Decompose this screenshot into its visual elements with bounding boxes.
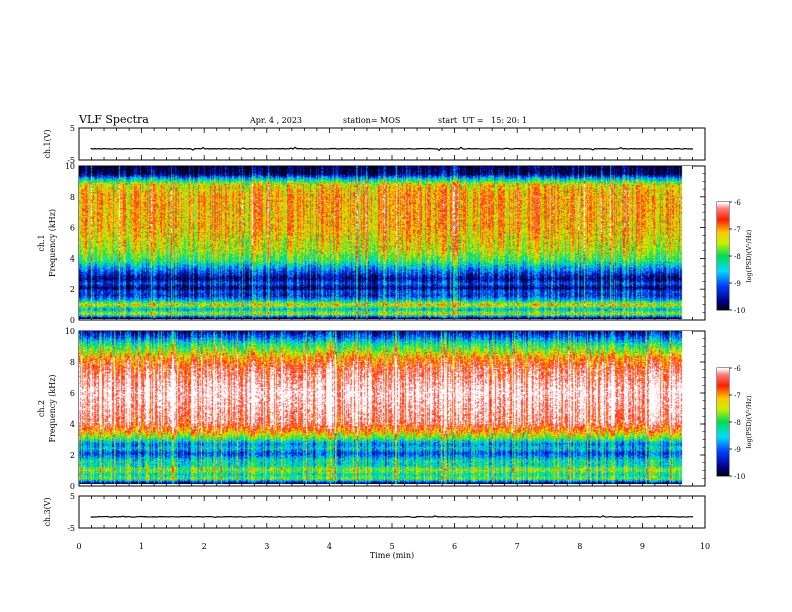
- ch1-spectrogram-colorbar-tick-label: -7: [734, 226, 741, 234]
- ch3-waveform-xtick-label: 2: [202, 542, 207, 551]
- ch2-spectrogram-colorbar-label: log(PSD)(V²/Hz): [745, 395, 753, 448]
- ch3-waveform-xtick-label: 4: [327, 542, 332, 551]
- ch3-waveform-ylabel: ch.3(V): [43, 497, 52, 526]
- figure-title: VLF Spectra: [79, 113, 149, 126]
- ch1-spectrogram-ytick-label: 6: [70, 224, 75, 233]
- ch2-spectrogram-colorbar-tick-label: -9: [734, 446, 741, 454]
- ch1-waveform-ytick-label: 5: [70, 124, 75, 133]
- ch1-spectrogram-ylabel-frequency: Frequency (kHz): [48, 209, 57, 277]
- ch2-spectrogram-ytick-label: 4: [70, 420, 75, 429]
- ch2-spectrogram-ytick-label: 6: [70, 389, 75, 398]
- ch1-spectrogram-colorbar-label: log(PSD)(V²/Hz): [745, 229, 753, 282]
- ch1-spectrogram-ytick-label: 8: [70, 193, 75, 202]
- ch1-waveform-ylabel: ch.1(V): [43, 129, 52, 158]
- ch1-spectrogram-ylabel-channel: ch.1: [37, 234, 46, 251]
- ch3-waveform-xtick-label: 8: [577, 542, 582, 551]
- ch1-spectrogram-colorbar-tick-label: -9: [734, 280, 741, 288]
- ch1-colorbar: [717, 202, 729, 310]
- ch2-spectrogram-ytick-label: 8: [70, 358, 75, 367]
- ch2-spectrogram-colorbar-tick-label: -10: [734, 473, 745, 481]
- ch2-spectrogram-ylabel-channel: ch.2: [37, 400, 46, 417]
- ch2-spectrogram-image: [79, 331, 692, 484]
- ch2-spectrogram-ytick-label: 10: [65, 327, 75, 336]
- ch1-waveform-trace: [90, 146, 694, 151]
- ch3-waveform-xtick-label: 5: [389, 542, 394, 551]
- ch2-spectrogram-ytick-label: 2: [70, 451, 75, 460]
- ch1-spectrogram-colorbar-tick-label: -8: [734, 253, 741, 261]
- ch3-waveform-xtick-label: 6: [452, 542, 457, 551]
- ch2-colorbar: [717, 368, 729, 476]
- ch3-waveform-xtick-label: 0: [76, 542, 81, 551]
- ch3-waveform-ytick-label: 5: [70, 492, 75, 501]
- ch1-spectrogram-colorbar-tick-label: -10: [734, 307, 745, 315]
- ch2-spectrogram-ytick-label: 0: [70, 482, 75, 491]
- ch2-spectrogram-colorbar-tick-label: -6: [734, 365, 741, 373]
- ch2-spectrogram-colorbar-tick-label: -8: [734, 419, 741, 427]
- ch1-spectrogram-ytick-label: 2: [70, 285, 75, 294]
- ch3-waveform-xtick-label: 10: [700, 542, 710, 551]
- start-time-label: start UT = 15: 20: 1: [438, 116, 528, 125]
- ch1-spectrogram-image: [79, 166, 692, 319]
- ch2-spectrogram-colorbar-tick-label: -7: [734, 392, 741, 400]
- ch3-waveform-xtick-label: 1: [139, 542, 144, 551]
- ch3-waveform-xtick-label: 7: [515, 542, 520, 551]
- ch2-spectrogram-ylabel-frequency: Frequency (kHz): [48, 374, 57, 442]
- ch3-waveform-xtick-label: 3: [264, 542, 269, 551]
- ch3-waveform-xlabel: Time (min): [370, 551, 414, 560]
- station-label: station= MOS: [343, 116, 401, 125]
- ch1-waveform-ytick-label: -5: [67, 156, 75, 165]
- ch3-waveform-trace: [90, 515, 694, 519]
- date-label: Apr. 4 , 2023: [250, 116, 303, 125]
- ch1-spectrogram-ytick-label: 10: [65, 162, 75, 171]
- ch1-spectrogram-ytick-label: 0: [70, 316, 75, 325]
- ch3-waveform-ytick-label: -5: [67, 524, 75, 533]
- ch1-spectrogram-colorbar-tick-label: -6: [734, 199, 741, 207]
- ch3-waveform-xtick-label: 9: [640, 542, 645, 551]
- ch1-spectrogram-ytick-label: 4: [70, 254, 75, 263]
